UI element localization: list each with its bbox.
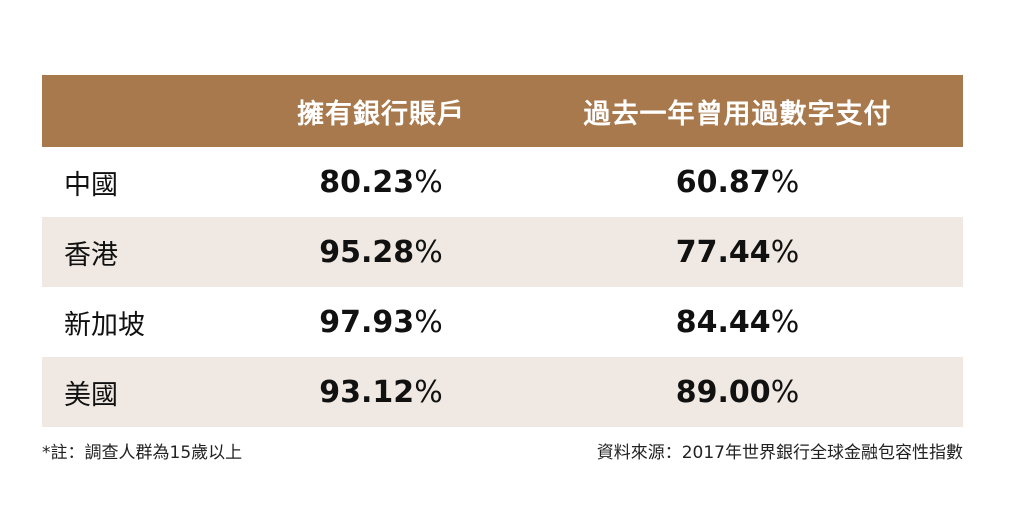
digital-payment-value: 84.44% bbox=[512, 305, 963, 340]
digital-payment-value: 60.87% bbox=[512, 165, 963, 200]
percent-sign: % bbox=[414, 374, 443, 410]
table-row: 美國 93.12% 89.00% bbox=[42, 357, 963, 427]
table-header: 擁有銀行賬戶 過去一年曾用過數字支付 bbox=[42, 75, 963, 147]
percent-sign: % bbox=[770, 304, 800, 340]
bank-account-value: 93.12% bbox=[250, 375, 512, 410]
header-digital-payment: 過去一年曾用過數字支付 bbox=[583, 98, 892, 130]
value-number: 77.44 bbox=[675, 234, 771, 270]
percent-sign: % bbox=[414, 164, 443, 200]
value-number: 95.28 bbox=[319, 234, 415, 270]
percent-sign: % bbox=[414, 304, 443, 340]
percent-sign: % bbox=[770, 374, 800, 410]
table-row: 新加坡 97.93% 84.44% bbox=[42, 287, 963, 357]
value-number: 93.12 bbox=[319, 374, 415, 410]
value-number: 97.93 bbox=[319, 304, 415, 340]
percent-sign: % bbox=[770, 164, 800, 200]
row-label: 美國 bbox=[64, 379, 118, 411]
table-row: 香港 95.28% 77.44% bbox=[42, 217, 963, 287]
value-number: 60.87 bbox=[675, 164, 771, 200]
bank-account-value: 97.93% bbox=[250, 305, 512, 340]
bank-account-value: 80.23% bbox=[250, 165, 512, 200]
footnote: *註：調查人群為15歲以上 bbox=[42, 443, 243, 463]
digital-payment-value: 89.00% bbox=[512, 375, 963, 410]
source-note: 資料來源：2017年世界銀行全球金融包容性指數 bbox=[596, 443, 963, 463]
data-table: 擁有銀行賬戶 過去一年曾用過數字支付 中國 80.23% 60.87% 香港 9… bbox=[42, 75, 963, 427]
header-bank-account: 擁有銀行賬戶 bbox=[297, 98, 465, 130]
bank-account-value: 95.28% bbox=[250, 235, 512, 270]
row-label: 新加坡 bbox=[64, 309, 145, 341]
percent-sign: % bbox=[414, 234, 443, 270]
row-label: 香港 bbox=[64, 239, 118, 271]
percent-sign: % bbox=[770, 234, 800, 270]
digital-payment-value: 77.44% bbox=[512, 235, 963, 270]
value-number: 80.23 bbox=[319, 164, 415, 200]
value-number: 84.44 bbox=[675, 304, 771, 340]
row-label: 中國 bbox=[64, 169, 118, 201]
table-row: 中國 80.23% 60.87% bbox=[42, 147, 963, 217]
value-number: 89.00 bbox=[675, 374, 771, 410]
